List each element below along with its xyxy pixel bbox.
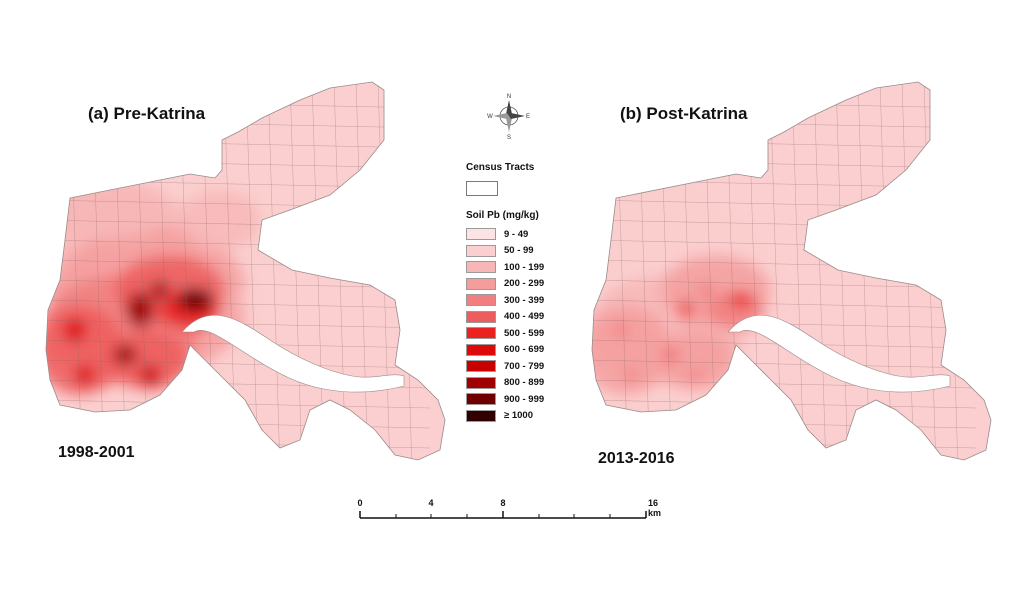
lead-hotspot bbox=[730, 292, 752, 308]
legend-class-swatch bbox=[466, 393, 496, 406]
map-pre-katrina bbox=[45, 81, 446, 461]
legend-class-swatch bbox=[466, 327, 496, 340]
legend-class-label: 900 - 999 bbox=[504, 393, 545, 405]
lead-hotspot bbox=[625, 369, 637, 381]
scale-label-8: 8 bbox=[500, 498, 506, 508]
lead-hotspot bbox=[177, 288, 213, 312]
panel-b-period: 2013-2016 bbox=[598, 450, 675, 467]
legend-class-row: 50 - 99 bbox=[466, 243, 566, 260]
legend-class-label: 300 - 399 bbox=[504, 294, 545, 306]
legend-class-label: ≥ 1000 bbox=[504, 410, 533, 422]
legend-class-swatch bbox=[466, 277, 496, 290]
map-legend: Census Tracts Soil Pb (mg/kg) 9 - 49 50 -… bbox=[466, 162, 566, 424]
legend-class-label: 700 - 799 bbox=[504, 360, 545, 372]
legend-class-label: 600 - 699 bbox=[504, 344, 545, 356]
legend-class-row: 900 - 999 bbox=[466, 391, 566, 408]
west-letter: W bbox=[487, 114, 493, 120]
lead-hotspot bbox=[613, 322, 629, 338]
lead-concentration-zone bbox=[240, 260, 360, 340]
panel-a-period: 1998-2001 bbox=[58, 444, 135, 461]
lead-concentration-zone bbox=[110, 330, 190, 390]
legend-class-swatch bbox=[466, 310, 496, 323]
legend-class-swatch bbox=[466, 261, 496, 274]
lead-concentration-zone bbox=[46, 305, 125, 395]
lead-concentration-zone bbox=[592, 305, 671, 395]
legend-class-label: 400 - 499 bbox=[504, 311, 545, 323]
lead-hotspot bbox=[677, 299, 695, 321]
legend-class-label: 9 - 49 bbox=[504, 228, 529, 240]
city-boundary bbox=[591, 81, 992, 461]
legend-class-swatch bbox=[466, 228, 496, 241]
legend-class-row: 500 - 599 bbox=[466, 325, 566, 342]
legend-class-list: 9 - 49 50 - 99 100 - 199 200 - 299 300 - 399… bbox=[466, 226, 566, 424]
panel-a-title: (a) Pre-Katrina bbox=[88, 104, 206, 123]
legend-class-row: 300 - 399 bbox=[466, 292, 566, 309]
legend-class-row: 9 - 49 bbox=[466, 226, 566, 243]
scale-label-16: 16 km bbox=[648, 498, 662, 518]
legend-class-swatch bbox=[466, 409, 496, 422]
scale-label-0: 0 bbox=[357, 498, 363, 508]
legend-class-row: 400 - 499 bbox=[466, 309, 566, 326]
lead-concentration-zone bbox=[726, 190, 806, 250]
mississippi-river bbox=[727, 314, 951, 393]
lead-hotspot bbox=[113, 345, 137, 365]
north-letter: N bbox=[507, 94, 511, 100]
city-boundary bbox=[45, 81, 446, 461]
legend-class-label: 200 - 299 bbox=[504, 278, 545, 290]
legend-class-swatch bbox=[466, 294, 496, 307]
legend-class-label: 800 - 899 bbox=[504, 377, 545, 389]
scale-bar-line bbox=[359, 511, 647, 519]
compass-rose-icon: N S W E bbox=[487, 94, 530, 140]
legend-class-row: 100 - 199 bbox=[466, 259, 566, 276]
legend-class-row: 600 - 699 bbox=[466, 342, 566, 359]
lead-concentration-zone bbox=[180, 190, 260, 250]
legend-class-swatch bbox=[466, 343, 496, 356]
lead-concentration-zone bbox=[596, 180, 716, 240]
scale-bar: 0 4 8 16 km bbox=[357, 498, 678, 528]
legend-class-row: 200 - 299 bbox=[466, 276, 566, 293]
lead-concentration-zone bbox=[656, 330, 736, 390]
soil-legend-title: Soil Pb (mg/kg) bbox=[466, 210, 539, 221]
lead-hotspot bbox=[690, 369, 702, 381]
legend-class-label: 100 - 199 bbox=[504, 261, 545, 273]
scale-label-4: 4 bbox=[428, 498, 434, 508]
lead-hotspot bbox=[126, 292, 154, 328]
legend-class-swatch bbox=[466, 244, 496, 257]
census-legend-title: Census Tracts bbox=[466, 162, 535, 173]
legend-class-row: 700 - 799 bbox=[466, 358, 566, 375]
lead-hotspot bbox=[700, 284, 712, 296]
legend-class-swatch bbox=[466, 360, 496, 373]
legend-class-swatch bbox=[466, 376, 496, 389]
legend-class-label: 50 - 99 bbox=[504, 245, 534, 257]
census-tract-swatch bbox=[466, 181, 498, 196]
legend-class-row: 800 - 899 bbox=[466, 375, 566, 392]
lead-hotspot bbox=[63, 318, 87, 342]
legend-class-row: ≥ 1000 bbox=[466, 408, 566, 425]
mississippi-river bbox=[181, 314, 405, 393]
south-letter: S bbox=[507, 135, 511, 140]
lead-concentration-zone bbox=[756, 135, 896, 185]
lead-hotspot bbox=[663, 349, 679, 361]
legend-class-label: 500 - 599 bbox=[504, 327, 545, 339]
lead-hotspot bbox=[75, 365, 95, 385]
lead-concentration-zone bbox=[786, 260, 906, 340]
east-letter: E bbox=[526, 114, 530, 120]
panel-b-title: (b) Post-Katrina bbox=[620, 104, 748, 123]
